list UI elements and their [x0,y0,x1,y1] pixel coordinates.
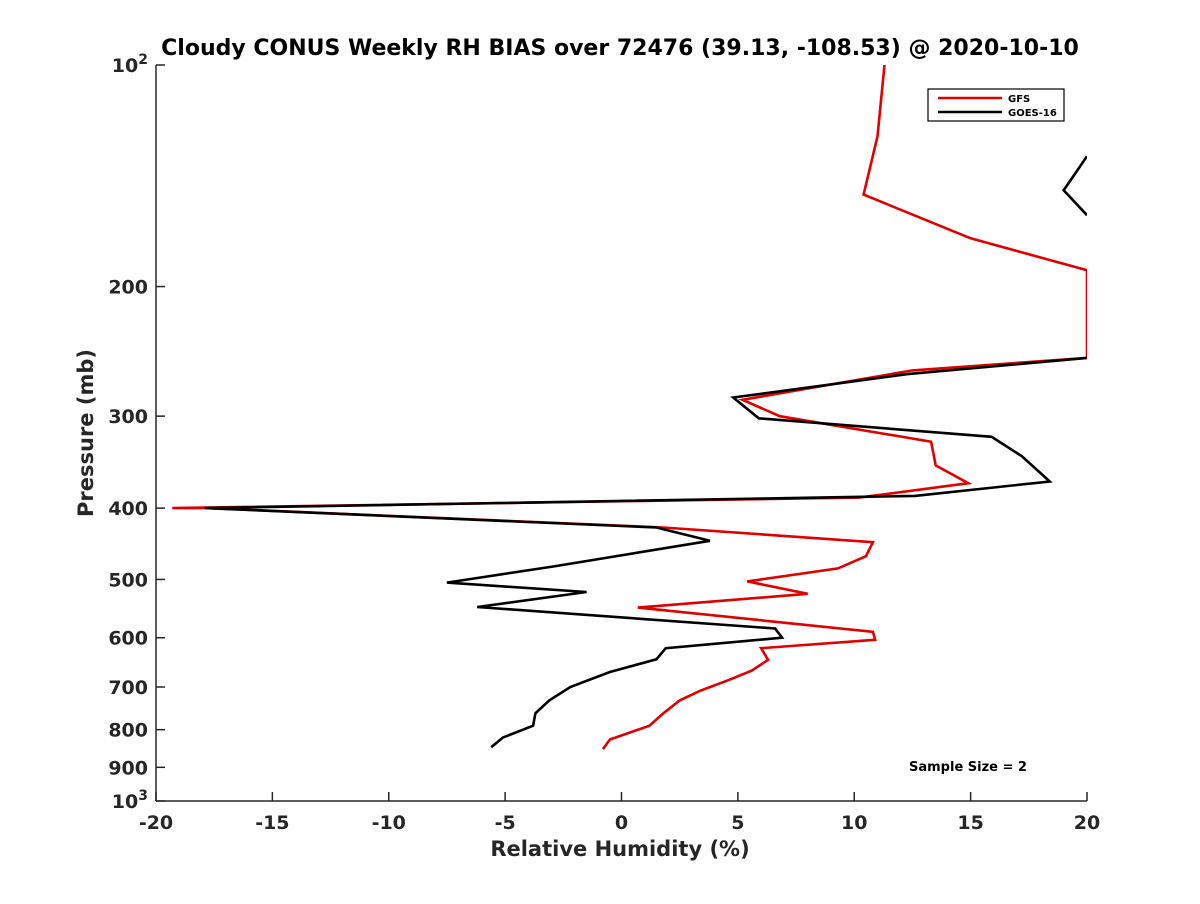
x-tick-label: 0 [615,812,628,834]
x-tick-label: 15 [957,812,983,834]
x-axis-label: Relative Humidity (%) [490,837,749,861]
x-tick-label: -5 [495,812,516,834]
series-line-gfs [172,65,1087,750]
y-tick-label: 700 [108,677,148,699]
axes: -20 -15 -10 -5 0 5 10 15 20 102 200 300 400 500 600 700… [108,52,1100,834]
x-tick-label: 10 [841,812,867,834]
y-tick-label: 102 [112,52,148,77]
legend: GFS GOES-16 [927,88,1065,122]
y-tick-label: 500 [108,569,148,591]
y-tick-label: 800 [108,720,148,742]
y-tick-label: 200 [108,277,148,299]
legend-label: GFS [1008,94,1030,105]
y-tick-label: 400 [108,498,148,520]
x-tick-label: -20 [139,812,173,834]
series-line-goes-16 [204,356,1087,749]
x-tick-label: 20 [1074,812,1100,834]
y-axis-label: Pressure (mb) [74,349,98,517]
y-tick-label: 900 [108,757,148,779]
plot-area [172,65,1087,750]
y-tick-label: 600 [108,628,148,650]
legend-label: GOES-16 [1008,108,1057,119]
y-tick-label: 103 [112,788,148,813]
series-line-unlabeled-2 [1062,155,1087,217]
legend-box [927,88,1065,122]
sample-size-annotation: Sample Size = 2 [909,760,1027,775]
x-tick-label: -10 [372,812,406,834]
x-tick-label: 5 [731,812,744,834]
chart-title: Cloudy CONUS Weekly RH BIAS over 72476 (… [161,36,1079,61]
x-tick-label: -15 [255,812,289,834]
y-tick-label: 300 [108,406,148,428]
